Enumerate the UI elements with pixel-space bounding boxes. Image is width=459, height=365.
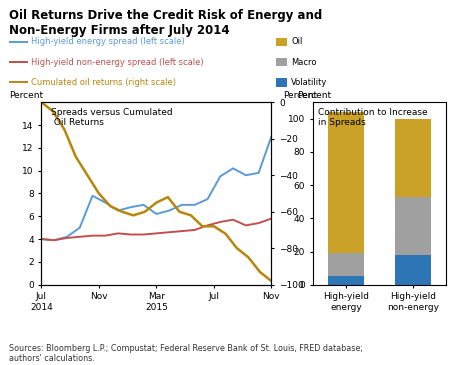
Text: Percent: Percent <box>282 91 316 100</box>
Text: Percent: Percent <box>9 91 43 100</box>
Text: Macro: Macro <box>291 58 316 66</box>
Bar <box>394 119 430 197</box>
Text: Sources: Bloomberg L.P.; Compustat; Federal Reserve Bank of St. Louis, FRED data: Sources: Bloomberg L.P.; Compustat; Fede… <box>9 344 363 363</box>
Text: High-yield non-energy spread (left scale): High-yield non-energy spread (left scale… <box>31 58 203 66</box>
Bar <box>394 255 430 285</box>
Text: Oil: Oil <box>291 38 302 46</box>
Bar <box>327 253 364 276</box>
Bar <box>394 197 430 255</box>
Text: High-yield energy spread (left scale): High-yield energy spread (left scale) <box>31 38 185 46</box>
Text: Oil Returns Drive the Credit Risk of Energy and: Oil Returns Drive the Credit Risk of Ene… <box>9 9 322 22</box>
Text: Non-Energy Firms after July 2014: Non-Energy Firms after July 2014 <box>9 24 230 37</box>
Text: Cumulated oil returns (right scale): Cumulated oil returns (right scale) <box>31 78 176 87</box>
Text: Contribution to Increase
in Spreads: Contribution to Increase in Spreads <box>318 108 427 127</box>
Bar <box>327 112 364 253</box>
Text: Volatility: Volatility <box>291 78 327 87</box>
Text: Percent: Percent <box>296 91 330 100</box>
Text: Spreads versus Cumulated
 Oil Returns: Spreads versus Cumulated Oil Returns <box>50 108 172 127</box>
Bar <box>327 276 364 285</box>
